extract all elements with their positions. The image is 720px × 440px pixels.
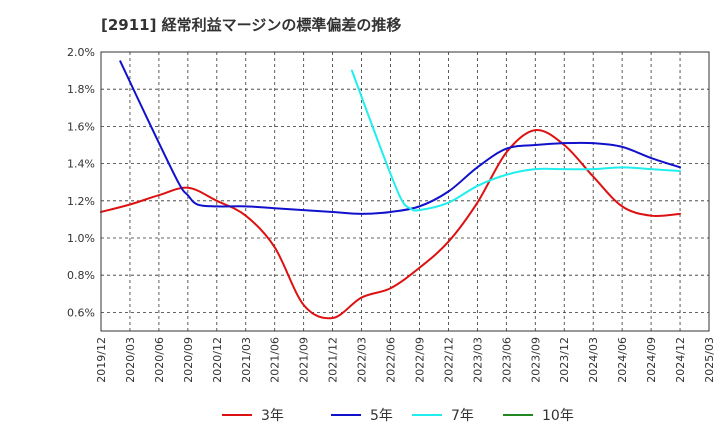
y-tick-label: 0.8% bbox=[67, 269, 95, 282]
x-axis: 2019/12 2020/03 2020/06 2020/09 2020/12 2021/… bbox=[95, 337, 716, 383]
y-tick-label: 1.4% bbox=[67, 158, 95, 171]
y-tick-label: 1.2% bbox=[67, 195, 95, 208]
x-tick-label: 2022/06 bbox=[385, 337, 398, 383]
y-axis: 0.6% 0.8% 1.0% 1.2% 1.4% 1.6% 1.8% 2.0% bbox=[67, 46, 95, 319]
x-tick-label: 2021/06 bbox=[269, 337, 282, 383]
x-tick-label: 2023/06 bbox=[500, 337, 513, 383]
x-tick-label: 2020/03 bbox=[124, 337, 137, 383]
x-tick-label: 2025/03 bbox=[703, 337, 716, 383]
x-tick-label: 2020/12 bbox=[211, 337, 224, 383]
legend-7y-label: 7年 bbox=[451, 408, 474, 424]
x-tick-label: 2021/03 bbox=[240, 337, 253, 383]
x-tick-label: 2021/12 bbox=[327, 337, 340, 383]
y-tick-label: 2.0% bbox=[67, 46, 95, 59]
series-5y-line bbox=[119, 60, 682, 215]
x-tick-label: 2024/09 bbox=[645, 337, 658, 383]
y-tick-label: 0.6% bbox=[67, 306, 95, 319]
grid bbox=[100, 51, 710, 331]
x-tick-label: 2024/12 bbox=[674, 337, 687, 383]
x-tick-label: 2019/12 bbox=[95, 337, 108, 383]
x-tick-label: 2024/06 bbox=[616, 337, 629, 383]
legend: 3年 5年 7年 10年 bbox=[222, 408, 574, 424]
legend-10y-label: 10年 bbox=[542, 408, 574, 424]
y-tick-label: 1.6% bbox=[67, 120, 95, 133]
y-tick-label: 1.8% bbox=[67, 83, 95, 96]
plot-frame bbox=[100, 51, 710, 332]
x-tick-label: 2022/09 bbox=[413, 337, 426, 383]
series-7y-line bbox=[350, 69, 682, 212]
x-tick-label: 2024/03 bbox=[587, 337, 600, 383]
x-tick-label: 2020/09 bbox=[182, 337, 195, 383]
x-tick-label: 2022/12 bbox=[442, 337, 455, 383]
legend-5y-label: 5年 bbox=[370, 408, 393, 424]
x-tick-label: 2020/06 bbox=[153, 337, 166, 383]
x-tick-label: 2021/09 bbox=[298, 337, 311, 383]
x-tick-label: 2022/03 bbox=[356, 337, 369, 383]
legend-3y-label: 3年 bbox=[261, 408, 284, 424]
chart-title: [2911] 経常利益マージンの標準偏差の推移 bbox=[101, 16, 402, 34]
y-tick-label: 1.0% bbox=[67, 232, 95, 245]
x-tick-label: 2023/03 bbox=[471, 337, 484, 383]
plot-lines bbox=[100, 60, 682, 320]
x-tick-label: 2023/09 bbox=[529, 337, 542, 383]
series-3y-line bbox=[100, 129, 682, 320]
x-tick-label: 2023/12 bbox=[558, 337, 571, 383]
